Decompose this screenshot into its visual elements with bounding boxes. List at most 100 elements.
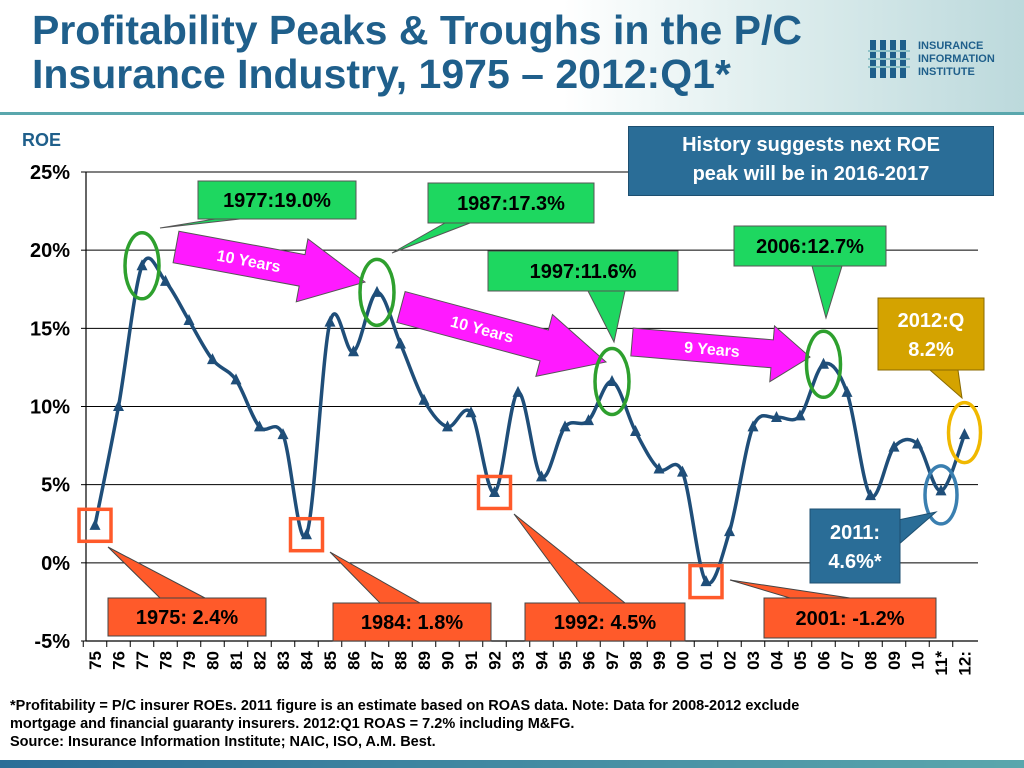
data-point <box>606 374 618 386</box>
data-point <box>301 528 312 540</box>
logo-line-1: INSURANCE <box>918 40 984 52</box>
x-tick-label: 98 <box>627 651 646 670</box>
x-tick-label: 02 <box>721 651 740 670</box>
trough-pointer <box>107 546 206 599</box>
x-tick-label: 01 <box>697 651 716 670</box>
data-point <box>442 420 453 432</box>
x-tick-label: 90 <box>439 651 458 670</box>
data-point <box>935 484 947 496</box>
trough-label: 1975: 2.4% <box>136 607 239 629</box>
data-point <box>771 410 782 422</box>
trough-label: 2001: -1.2% <box>796 608 905 630</box>
x-tick-label: 88 <box>392 651 411 670</box>
x-tick-label: 76 <box>110 651 129 670</box>
trough-label-box <box>107 597 267 637</box>
interval-arrows: 10 Years 10 Years 9 Years <box>172 230 811 383</box>
x-tick-label: 83 <box>274 651 293 670</box>
data-point <box>348 345 359 357</box>
x-tick-label: 85 <box>321 651 340 670</box>
x-tick-label: 10 <box>909 651 928 670</box>
data-point <box>395 337 406 349</box>
data-point <box>113 400 124 411</box>
data-point <box>959 428 970 440</box>
peak-label: 1977:19.0% <box>223 190 331 212</box>
data-point <box>653 462 665 474</box>
data-point <box>536 470 547 482</box>
x-tick-label: 12: <box>956 651 975 676</box>
x-tick-label: 04 <box>768 650 787 669</box>
markers <box>89 259 970 587</box>
data-point <box>794 409 806 421</box>
trough-pointer <box>329 551 422 604</box>
x-tick-label: 00 <box>674 651 693 670</box>
data-point <box>841 385 853 397</box>
estimate-2012-label: 2012:Q <box>898 310 965 332</box>
trough-label-box <box>763 597 937 639</box>
x-tick-label: 03 <box>744 651 763 670</box>
iii-logo-icon <box>868 40 910 78</box>
interval-label: 9 Years <box>683 339 740 361</box>
data-point <box>136 259 148 271</box>
y-tick-label: -5% <box>34 631 70 653</box>
footnote-source: Source: Insurance Information Institute;… <box>10 734 436 750</box>
estimate-2012-value: 8.2% <box>908 339 954 361</box>
peak-pointer <box>391 222 471 254</box>
logo-line-2: INFORMATION <box>918 53 995 65</box>
data-point <box>207 353 218 365</box>
peak-label: 1997:11.6% <box>530 261 637 283</box>
x-tick-label: 95 <box>556 651 575 670</box>
x-tick-label: 77 <box>133 651 152 670</box>
estimate-2011-label: 2011: <box>830 522 880 544</box>
data-point <box>818 357 829 369</box>
data-point <box>230 373 242 385</box>
data-point <box>630 425 641 437</box>
estimate-ring-2011 <box>923 464 959 526</box>
x-tick-label: 91 <box>462 651 481 670</box>
title-divider <box>0 112 1024 115</box>
data-point <box>512 385 524 397</box>
trough-marker <box>476 474 513 511</box>
x-tick-label: 05 <box>791 651 810 670</box>
footnote: *Profitability = P/C insurer ROEs. 2011 … <box>10 697 1010 751</box>
title-band <box>0 0 1024 112</box>
y-tick-label: 0% <box>41 553 70 575</box>
trough-label: 1984: 1.8% <box>361 612 464 634</box>
y-tick-label: 10% <box>30 397 70 419</box>
data-point <box>888 440 900 452</box>
estimate-2012-pointer <box>928 369 963 400</box>
bottom-band <box>0 760 1024 768</box>
x-tick-label: 97 <box>603 651 622 670</box>
data-point <box>324 315 336 327</box>
peak-pointer <box>811 265 843 320</box>
data-point <box>254 420 265 432</box>
peak-label-box <box>197 180 357 220</box>
interval-arrow-shape <box>396 290 608 377</box>
data-point <box>465 406 477 418</box>
x-tick-label: 06 <box>815 651 834 670</box>
interval-arrow: 10 Years <box>396 290 608 377</box>
y-tick-label: 20% <box>30 240 70 262</box>
peak-pointer <box>587 290 626 344</box>
x-tick-label: 11* <box>932 651 951 676</box>
interval-arrow-shape <box>630 324 811 383</box>
x-tick-label: 78 <box>157 651 176 670</box>
footnote-line-2: mortgage and financial guaranty insurers… <box>10 716 575 732</box>
interval-arrow: 9 Years <box>630 324 811 383</box>
y-tick-label: 5% <box>41 475 70 497</box>
data-point <box>183 314 195 326</box>
data-point <box>418 393 430 405</box>
peak-label-box <box>487 250 679 292</box>
x-tick-label: 87 <box>368 651 387 670</box>
x-axis-ticks: 75 76 77 78 79 80 81 82 83 84 85 86 87 88 89 90 91 92 93 94… <box>82 641 975 676</box>
annotations: 1977:19.0% 1987:17.3% 1997:11.6% 2006:12.7%… <box>77 180 985 642</box>
peak-label: 2006:12.7% <box>756 236 864 258</box>
y-tick-label: 25% <box>30 162 70 184</box>
peak-ring <box>593 346 631 417</box>
peak-ring <box>804 329 843 400</box>
page-title: Profitability Peaks & Troughs in the P/C… <box>32 8 852 96</box>
data-point <box>747 420 759 432</box>
x-tick-label: 09 <box>885 651 904 670</box>
peak-ring <box>358 257 396 328</box>
x-tick-label: 84 <box>298 650 317 669</box>
data-point <box>371 285 383 297</box>
